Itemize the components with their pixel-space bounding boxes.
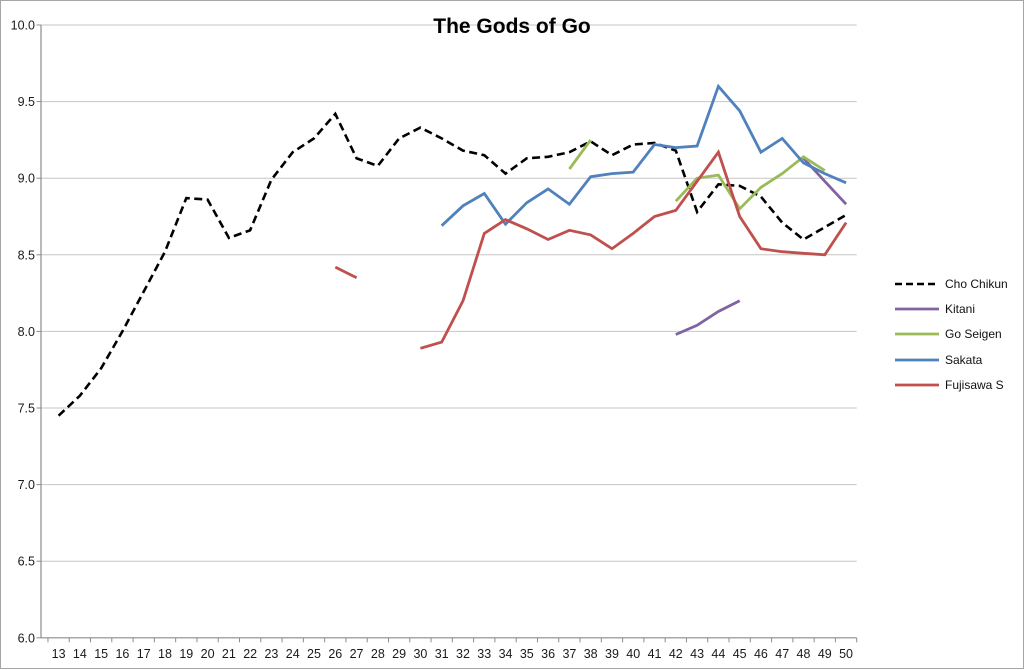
legend-label: Sakata: [945, 352, 983, 367]
x-axis-label: 28: [371, 647, 385, 661]
x-axis-label: 19: [179, 647, 193, 661]
series-line-sakata: [440, 83, 847, 227]
y-axis-label: 9.0: [18, 172, 35, 186]
y-axis-label: 7.5: [18, 402, 35, 416]
x-axis-label: 23: [264, 647, 278, 661]
x-axis-label: 18: [158, 647, 172, 661]
series-line-fujisawa-s: [334, 265, 358, 280]
y-axis-label: 9.5: [18, 95, 35, 109]
x-axis-label: 44: [711, 647, 725, 661]
y-axis-label: 6.0: [18, 631, 35, 645]
x-axis-label: 22: [243, 647, 257, 661]
x-axis-label: 31: [435, 647, 449, 661]
x-axis-label: 48: [797, 647, 811, 661]
y-axis-label: 8.5: [18, 248, 35, 262]
x-axis-label: 40: [626, 647, 640, 661]
legend-item: Kitani: [894, 296, 1008, 321]
x-axis-label: 35: [520, 647, 534, 661]
x-axis-label: 47: [775, 647, 789, 661]
x-axis-label: 30: [413, 647, 427, 661]
x-axis-label: 27: [350, 647, 364, 661]
legend-item: Cho Chikun: [894, 271, 1008, 296]
x-axis-label: 42: [669, 647, 683, 661]
x-axis-label: 29: [392, 647, 406, 661]
x-axis-label: 37: [562, 647, 576, 661]
x-axis-label: 46: [754, 647, 768, 661]
legend-label: Fujisawa S: [945, 377, 1004, 392]
x-axis-label: 20: [201, 647, 215, 661]
x-axis-label: 15: [94, 647, 108, 661]
legend-label: Kitani: [945, 301, 976, 316]
x-axis-label: 13: [52, 647, 66, 661]
x-axis-label: 39: [605, 647, 619, 661]
x-axis-label: 25: [307, 647, 321, 661]
legend-label: Go Seigen: [945, 327, 1002, 342]
x-axis-label: 43: [690, 647, 704, 661]
legend-item: Sakata: [894, 347, 1008, 372]
series-line-go-seigen: [568, 139, 592, 170]
x-axis-label: 38: [584, 647, 598, 661]
x-axis-label: 41: [648, 647, 662, 661]
y-axis-label: 8.0: [18, 325, 35, 339]
y-axis-label: 6.5: [18, 555, 35, 569]
x-axis-label: 26: [328, 647, 342, 661]
legend-item: Go Seigen: [894, 322, 1008, 347]
x-axis-label: 16: [115, 647, 129, 661]
x-axis-label: 14: [73, 647, 87, 661]
y-axis-label: 10.0: [11, 19, 35, 33]
legend-swatch-icon: [895, 307, 939, 311]
legend-swatch-icon: [895, 282, 939, 285]
x-axis-label: 24: [286, 647, 300, 661]
legend-swatch-icon: [895, 358, 939, 361]
x-axis-label: 17: [137, 647, 151, 661]
series-line-go-seigen: [674, 155, 826, 212]
legend: Cho Chikun Kitani Go Seigen Sakata Fujis…: [894, 271, 1008, 397]
x-axis-label: 50: [839, 647, 853, 661]
series-line-fujisawa-s: [420, 149, 848, 350]
x-axis-label: 32: [456, 647, 470, 661]
x-axis-label: 49: [818, 647, 832, 661]
x-axis-label: 36: [541, 647, 555, 661]
x-axis-label: 45: [733, 647, 747, 661]
x-axis-label: 21: [222, 647, 236, 661]
series-line-cho-chikun: [57, 111, 847, 417]
legend-swatch-icon: [895, 383, 939, 387]
series-line-kitani: [675, 299, 741, 336]
x-axis-label: 33: [477, 647, 491, 661]
chart-title: The Gods of Go: [433, 15, 591, 38]
y-axis-label: 7.0: [18, 478, 35, 492]
legend-swatch-icon: [895, 332, 939, 336]
legend-item: Fujisawa S: [894, 372, 1008, 397]
legend-label: Cho Chikun: [945, 276, 1008, 291]
x-axis-label: 34: [499, 647, 513, 661]
